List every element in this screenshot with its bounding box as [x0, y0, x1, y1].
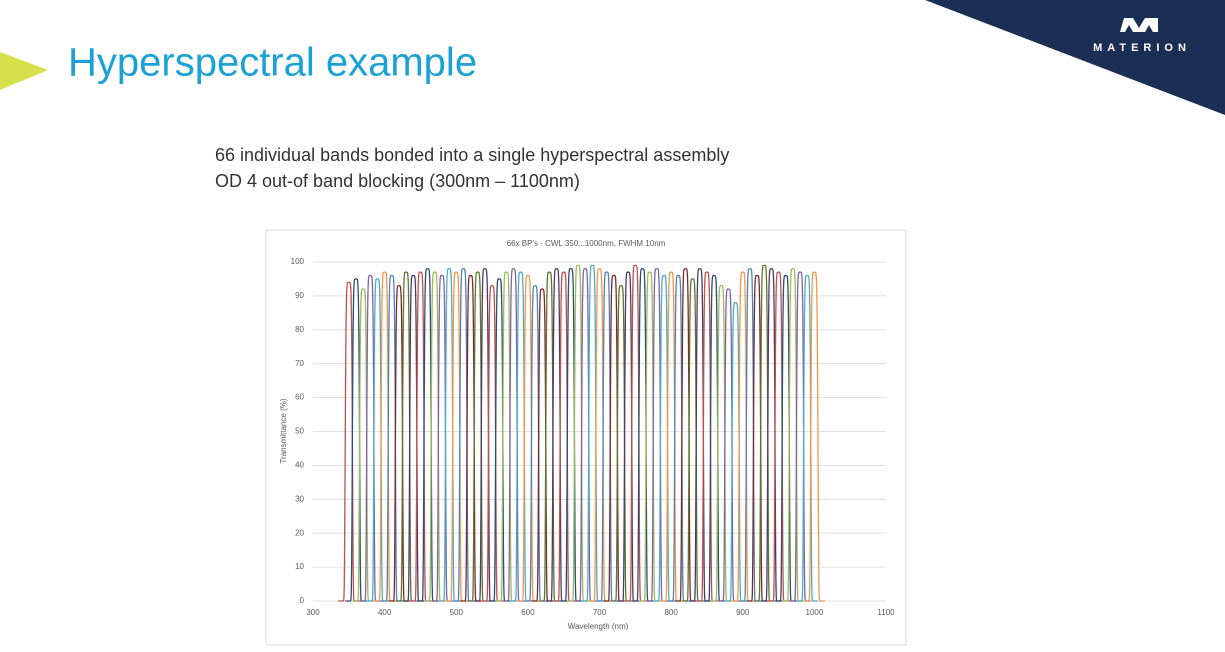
x-tick-label: 900 [736, 608, 750, 617]
y-tick-label: 80 [295, 325, 304, 334]
slide-title: Hyperspectral example [68, 41, 477, 85]
x-tick-label: 500 [450, 608, 464, 617]
brand-triangle [925, 0, 1225, 115]
y-tick-label: 90 [295, 291, 304, 300]
x-tick-label: 800 [664, 608, 678, 617]
x-tick-label: 300 [306, 608, 320, 617]
y-tick-label: 0 [300, 596, 305, 605]
bullet: 66 individual bands bonded into a single… [215, 145, 729, 165]
y-tick-label: 100 [291, 257, 305, 266]
y-tick-label: 60 [295, 393, 304, 402]
y-axis-label: Transmittance (%) [279, 398, 288, 463]
chart-title: 66x BP's - CWL 350...1000nm, FWHM 10nm [507, 239, 666, 248]
band [796, 274, 818, 602]
y-tick-label: 20 [295, 528, 304, 537]
accent-triangle [0, 52, 48, 90]
bullet: OD 4 out-of band blocking (300nm – 1100n… [215, 171, 580, 191]
y-tick-label: 30 [295, 494, 304, 503]
x-tick-label: 400 [378, 608, 392, 617]
x-tick-label: 600 [521, 608, 535, 617]
logo-icon [1120, 18, 1158, 32]
x-tick-label: 1000 [805, 608, 823, 617]
x-axis-label: Wavelength (nm) [568, 622, 629, 631]
y-tick-label: 50 [295, 427, 304, 436]
band [803, 271, 826, 602]
y-tick-label: 10 [295, 562, 304, 571]
y-tick-label: 40 [295, 461, 304, 470]
y-tick-label: 70 [295, 359, 304, 368]
x-tick-label: 1100 [877, 608, 895, 617]
x-tick-label: 700 [593, 608, 607, 617]
logo-text: MATERION [1093, 42, 1191, 54]
